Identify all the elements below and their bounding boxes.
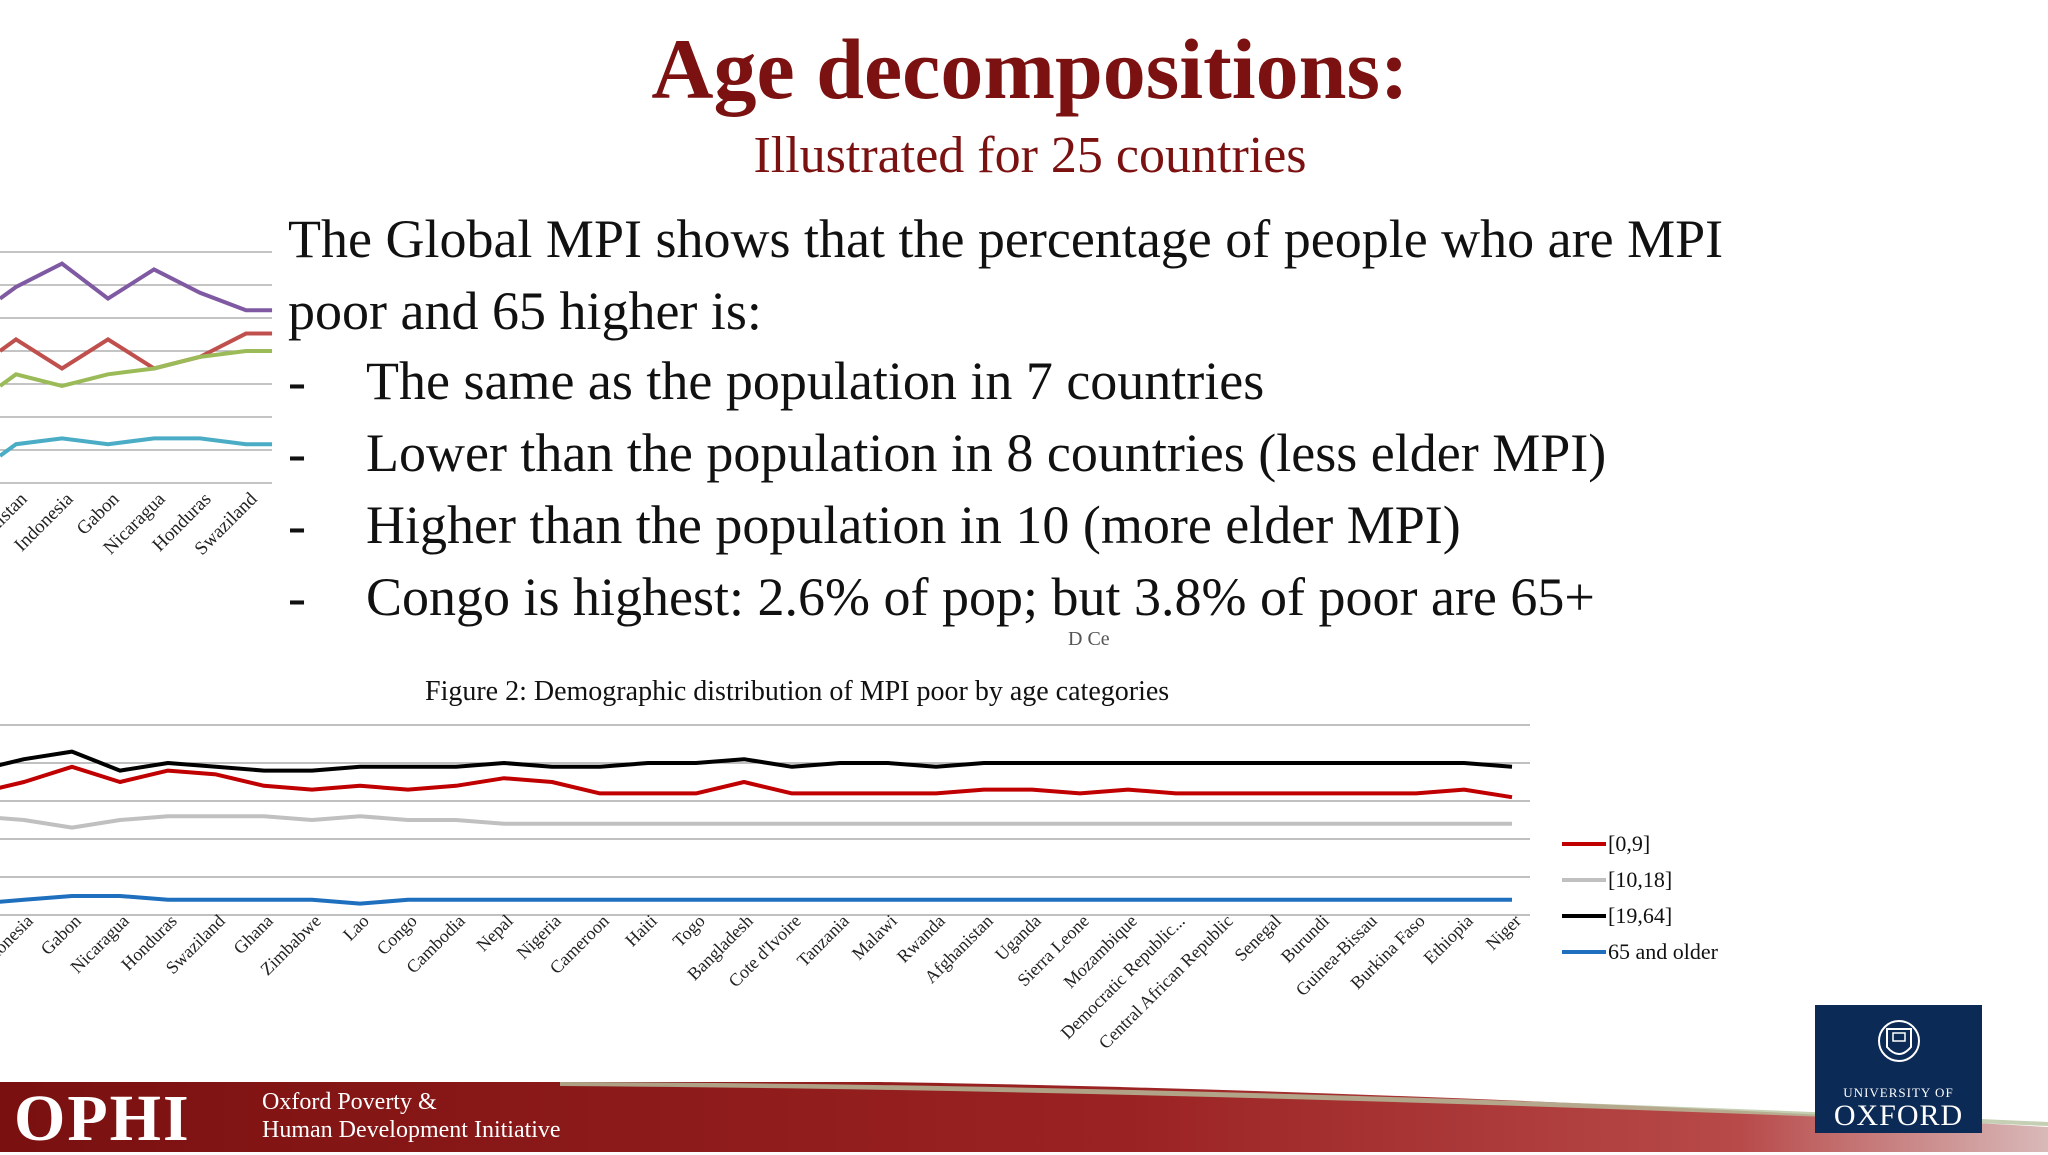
series-line [0,764,1513,800]
legend-label: [0,9] [1608,831,1651,856]
footer-band [0,1082,2048,1152]
bullet-text: Lower than the population in 8 countries… [366,423,1607,483]
bullet-item: - The same as the population in 7 countri… [288,345,1728,417]
chart-title: Figure 2: Demographic distribution of MP… [425,676,1170,707]
legend-swatch [1562,950,1606,954]
slide-title-text: Age decompositions: [651,21,1409,117]
legend-item: [0,9] [1562,826,1718,862]
legend-swatch [1562,842,1606,846]
legend-item: [19,64] [1562,898,1718,934]
bg-series-line [0,349,274,389]
series-line [0,749,1513,773]
main-chart-labels: TajikistanIndonesiaGabonNicaraguaHondura… [0,911,1525,1053]
bullet-dash: - [288,351,306,411]
bullet-text: Congo is highest: 2.6% of pop; but 3.8% … [366,567,1595,627]
legend-label: [19,64] [1608,903,1673,928]
text-panel [272,200,1726,648]
x-tick-label: Tanzania [793,911,853,971]
x-tick-label: Togo [669,911,709,951]
main-chart-grid [0,724,1530,916]
ophi-logo: OPHI [14,1082,191,1155]
x-tick-label: Malawi [848,911,901,964]
oxford-logo: UNIVERSITY OF OXFORD [1815,1005,1982,1133]
bullet-item: - Lower than the population in 8 countrie… [288,417,1728,489]
bullet-dash: - [288,567,306,627]
bg-series-line [0,436,274,458]
x-tick-label: Indonesia [0,911,37,975]
intro-text: The Global MPI shows that the percentage… [288,209,1724,341]
bullet-item: - Congo is highest: 2.6% of pop; but 3.8%… [288,561,1728,633]
x-tick-label: Ethiopia [1420,911,1477,968]
legend-swatch [1562,878,1606,882]
legend-label: 65 and older [1608,939,1718,964]
bullet-dash: - [288,495,306,555]
bullet-item: - Higher than the population in 10 (more … [288,489,1728,561]
oxford-crest-icon [1878,1020,1920,1062]
legend-label: [10,18] [1608,867,1673,892]
bullet-dash: - [288,423,306,483]
x-tick-label: Haiti [621,911,661,951]
ophi-org-line1: Oxford Poverty & [262,1089,437,1115]
main-chart-lines [0,749,1513,906]
legend-item: 65 and older [1562,934,1718,970]
background-chart-lines [0,261,274,458]
ophi-org-name: Oxford Poverty & Human Development Initi… [262,1088,561,1144]
slide-subtitle: Illustrated for 25 countries [753,127,1307,184]
x-tick-label: Nepal [472,911,517,956]
oxford-name: OXFORD [1833,1099,1964,1132]
slide-title: Age decompositions: [600,26,1460,112]
bullet-text: Higher than the population in 10 (more e… [366,495,1461,555]
bullet-list: - The same as the population in 7 countri… [288,345,1728,633]
x-tick-label: Niger [1482,911,1525,954]
chart-legend: [0,9] [10,18] [19,64] 65 and older [1562,826,1718,970]
series-line [0,894,1512,906]
legend-item: [10,18] [1562,862,1718,898]
stray-text: D Ce [1068,628,1110,650]
legend-swatch [1562,914,1606,918]
ophi-org-line2: Human Development Initiative [262,1117,561,1143]
oxford-university-of: UNIVERSITY OF [1843,1085,1954,1100]
bg-series-line [0,261,274,313]
series-line [0,814,1512,830]
bg-series-line [0,331,274,371]
x-tick-label: Lao [339,911,373,945]
x-tick-label: Senegal [1230,911,1284,965]
bullet-text: The same as the population in 7 countrie… [366,351,1265,411]
background-chart-grid [0,251,272,484]
